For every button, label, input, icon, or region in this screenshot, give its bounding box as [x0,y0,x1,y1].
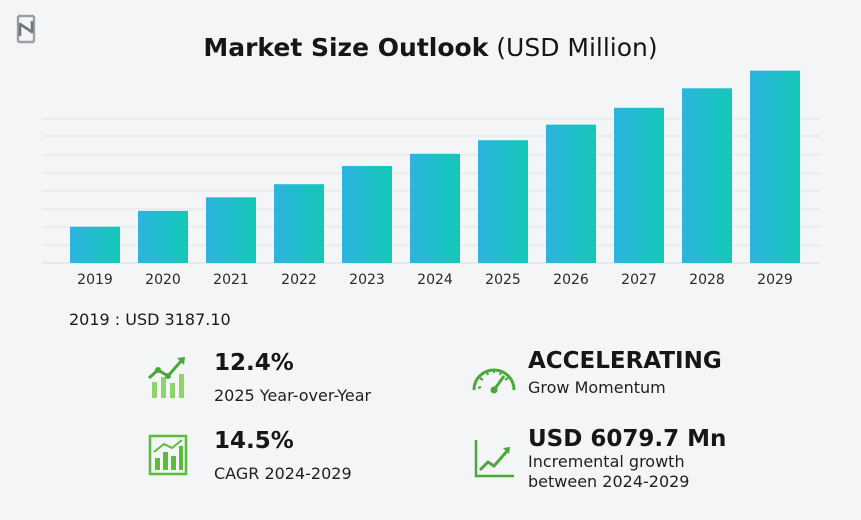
incremental-label-line2: between 2024-2029 [528,472,690,491]
title-main: Market Size Outlook [203,33,489,62]
incremental-label-line1: Incremental growth [528,452,685,471]
x-tick-label: 2025 [485,272,521,288]
momentum-label: Grow Momentum [528,378,666,397]
x-tick-label: 2028 [689,272,725,288]
bar-chart: 2019 2020 2021 2022 2023 2024 2025 2026 2027 2028… [42,70,820,288]
chart-title: Market Size Outlook (USD Million) [0,30,861,66]
x-tick-label: 2023 [349,272,385,288]
x-tick-label: 2026 [553,272,589,288]
stat-yoy: 12.4% 2025 Year-over-Year [144,350,424,410]
yoy-label: 2025 Year-over-Year [214,386,372,405]
stat-momentum: ACCELERATING Grow Momentum [460,348,760,408]
x-tick-label: 2022 [281,272,317,288]
x-tick-label: 2027 [621,272,657,288]
cagr-label: CAGR 2024-2029 [214,464,352,483]
base-year-value: 2019 : USD 3187.10 [69,310,231,329]
x-tick-label: 2021 [213,272,249,288]
incremental-value: USD 6079.7 Mn [528,426,727,452]
x-tick-label: 2024 [417,272,453,288]
speedometer-icon [472,368,516,394]
brand-logo [16,14,36,44]
bar-2019 [70,226,120,263]
cagr-value: 14.5% [214,428,294,454]
x-tick-label: 2019 [77,272,113,288]
momentum-value: ACCELERATING [528,348,722,374]
stat-cagr: 14.5% CAGR 2024-2029 [144,428,424,488]
x-tick-label: 2020 [145,272,181,288]
x-tick-label: 2029 [757,272,793,288]
bar-2025 [478,140,528,263]
bar-2026 [546,124,596,264]
bar-2020 [138,210,188,263]
title-unit: (USD Million) [496,33,658,62]
bar-2027 [614,107,664,264]
stat-incremental: USD 6079.7 Mn Incremental growth between… [460,426,760,496]
trend-line-icon [474,440,514,478]
bar-2022 [274,184,324,263]
bar-chart-icon [148,434,188,476]
bar-2029 [750,70,800,263]
bar-2024 [410,153,460,263]
growth-chart-icon [148,357,185,398]
bar-2023 [342,165,392,263]
bar-2028 [682,88,732,263]
bar-2021 [206,197,256,263]
yoy-value: 12.4% [214,350,294,376]
